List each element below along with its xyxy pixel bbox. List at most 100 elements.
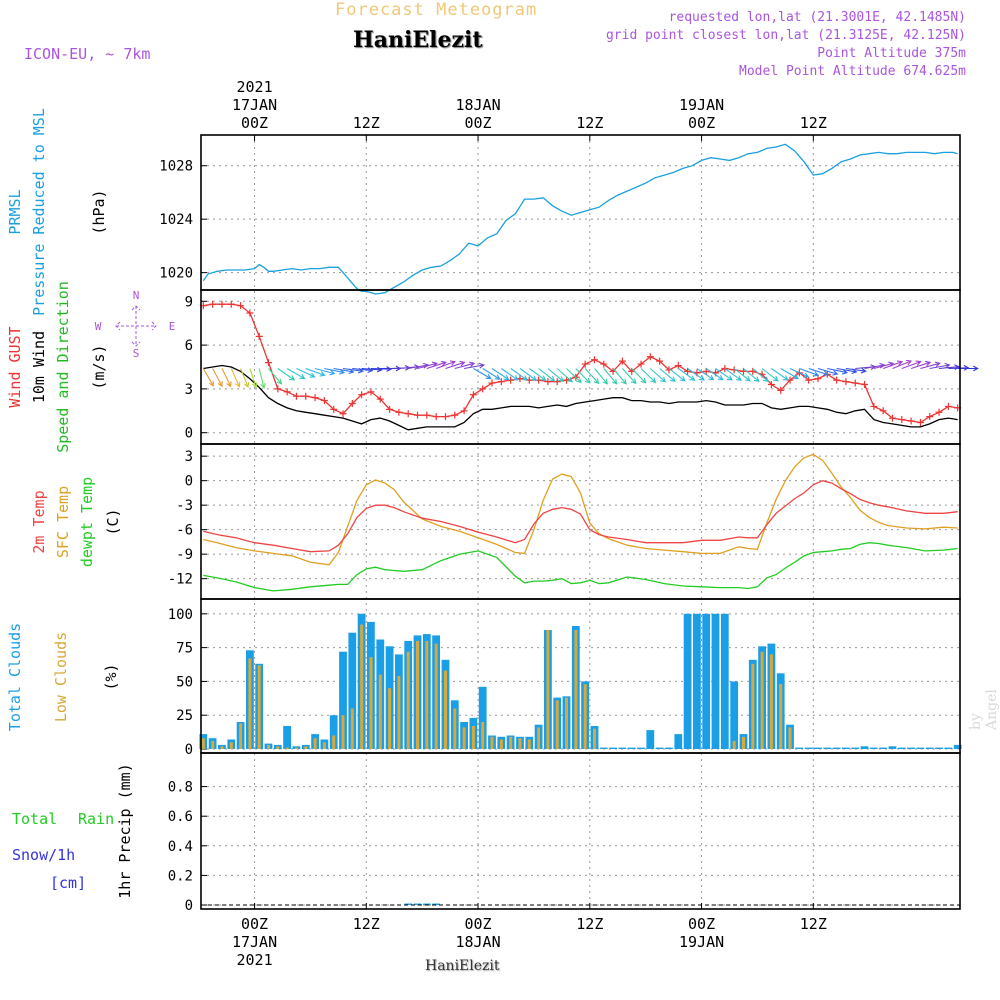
total-cloud-bar-51 (674, 734, 683, 749)
low-cloud-bar-14 (332, 735, 336, 749)
low-cloud-bar-24 (425, 640, 429, 749)
gust-marker-1 (209, 300, 217, 308)
total-cloud-bar-56 (720, 613, 729, 749)
gust-marker-80 (944, 402, 952, 410)
clouds-label-low: Low Clouds (52, 632, 70, 722)
gust-marker-31 (488, 379, 496, 387)
top-time-label-2: 00Z (465, 114, 492, 132)
wind-arrow-40 (575, 368, 591, 384)
wind-arrow-45 (621, 368, 637, 385)
temp-ytick-label-2: -3 (176, 498, 193, 514)
total-cloud-bar-79 (935, 747, 943, 749)
compass-n-label: N (133, 289, 140, 302)
clouds-label-total: Total Clouds (6, 623, 24, 731)
wind-arrow-43 (603, 368, 618, 385)
gust-marker-27 (451, 411, 459, 419)
wind-arrow-56 (724, 368, 742, 381)
wind-arrow-34 (519, 368, 538, 381)
compass-arrows-icon (115, 305, 157, 347)
low-cloud-bar-59 (751, 663, 755, 749)
low-cloud-bar-4 (239, 723, 243, 749)
wind-arrow-61 (771, 368, 789, 381)
gust-marker-73 (879, 407, 887, 415)
total-cloud-bar-72 (869, 747, 878, 749)
top-time-label-4: 00Z (688, 114, 715, 132)
compass-w-label: W (95, 320, 102, 333)
location-title: HaniElezit (353, 27, 483, 53)
wind-arrow-13 (324, 367, 346, 375)
total-cloud-bar-80 (944, 747, 953, 749)
pressure-label-prmsl: PRMSL (6, 189, 24, 234)
temp-unit-label: (C) (104, 508, 122, 535)
panel-frame-2 (200, 443, 961, 600)
low-cloud-bar-57 (732, 740, 736, 749)
pressure-ytick-label-1: 1024 (159, 212, 193, 228)
gust-marker-6 (255, 332, 263, 340)
total-cloud-bar-45 (618, 747, 627, 749)
bottom-year-label-0: 2021 (236, 951, 272, 969)
gust-marker-77 (916, 418, 924, 426)
compass-e-label: E (169, 320, 176, 333)
gust-marker-3 (227, 300, 235, 308)
model-altitude: Model Point Altitude 674.625m (739, 64, 966, 79)
total-cloud-bar-57 (730, 681, 739, 749)
total-cloud-bar-66 (814, 747, 822, 749)
total-cloud-bar-75 (897, 747, 906, 749)
precip-label-snow: Snow/1h (12, 846, 75, 864)
clouds-ytick-label-0: 0 (185, 742, 193, 758)
panel-frame-1 (200, 289, 961, 445)
gust-marker-79 (935, 408, 943, 416)
gust-marker-23 (414, 411, 422, 419)
low-cloud-bar-1 (211, 740, 215, 749)
top-time-label-1: 12Z (353, 114, 380, 132)
wind-arrow-78 (929, 362, 951, 370)
low-cloud-bar-58 (742, 736, 745, 749)
low-cloud-bar-5 (248, 658, 252, 749)
bottom-time-label-1: 12Z (353, 915, 380, 933)
wind-arrow-17 (361, 366, 383, 373)
footer-location: HaniElezit (425, 958, 500, 974)
wind-arrow-26 (445, 360, 466, 370)
low-cloud-bar-36 (537, 727, 541, 749)
wind-arrow-47 (640, 368, 657, 384)
temp-ytick-label-0: 3 (185, 449, 193, 465)
gust-marker-37 (544, 378, 552, 386)
total-cloud-bar-15 (339, 651, 347, 749)
gust-marker-62 (777, 386, 785, 394)
gust-marker-41 (581, 360, 589, 368)
bottom-time-label-3: 12Z (576, 915, 603, 933)
gust-marker-17 (358, 391, 366, 399)
low-cloud-bar-23 (416, 640, 419, 749)
top-date-label-0: 17JAN (232, 96, 277, 114)
wind-arrow-74 (892, 359, 913, 370)
total-cloud-bar-55 (711, 613, 720, 749)
low-cloud-bar-8 (276, 746, 280, 749)
total-cloud-bar-77 (916, 747, 925, 749)
total-cloud-bar-47 (637, 747, 645, 749)
gust-marker-71 (861, 381, 869, 389)
gust-marker-7 (265, 359, 273, 367)
precip-bar-0 (404, 903, 412, 905)
wind-arrow-10 (296, 368, 316, 378)
wind-arrow-35 (528, 368, 547, 381)
clouds-ytick-label-4: 100 (168, 607, 193, 623)
wind-arrow-31 (491, 368, 510, 381)
wind-ytick-label-3: 9 (185, 294, 193, 310)
gust-marker-15 (339, 410, 347, 418)
total-cloud-bar-46 (627, 747, 636, 749)
precip-bar-3 (432, 903, 440, 905)
wind-arrow-27 (454, 361, 476, 370)
precip-ytick-label-1: 0.2 (168, 868, 193, 884)
bottom-date-label-4: 19JAN (679, 933, 724, 951)
gust-marker-22 (404, 410, 412, 418)
wind-label-direction: Speed and Direction (54, 281, 72, 453)
low-cloud-bar-17 (360, 624, 364, 749)
total-cloud-bar-16 (348, 632, 357, 749)
panel-frame-3 (200, 598, 961, 754)
total-cloud-bar-53 (693, 613, 701, 749)
bottom-time-label-4: 00Z (688, 915, 715, 933)
wind-arrow-73 (883, 360, 904, 370)
low-cloud-bar-60 (760, 651, 764, 749)
gust-marker-8 (274, 385, 282, 393)
